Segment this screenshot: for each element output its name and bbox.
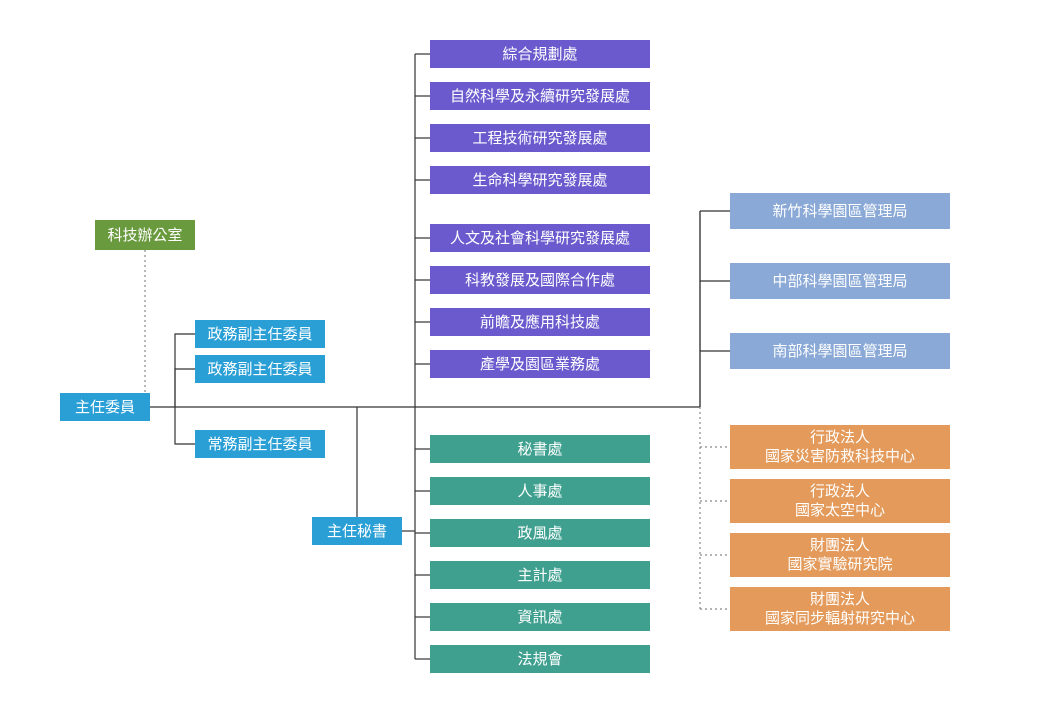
- node-label: 科教發展及國際合作處: [465, 271, 615, 290]
- node-o3: 財團法人 國家實驗研究院: [730, 533, 950, 577]
- node-p2: 自然科學及永續研究發展處: [430, 82, 650, 110]
- node-label: 中部科學園區管理局: [772, 272, 907, 291]
- node-o4: 財團法人 國家同步輻射研究中心: [730, 587, 950, 631]
- node-p8: 產學及園區業務處: [430, 350, 650, 378]
- node-dep_pol_1: 政務副主任委員: [195, 320, 325, 348]
- node-tech_office: 科技辦公室: [95, 220, 195, 250]
- node-label: 自然科學及永續研究發展處: [450, 87, 630, 106]
- node-park3: 南部科學園區管理局: [730, 333, 950, 369]
- org-chart: 科技辦公室主任委員 政務副主任委員政務副主任委員常務副主任委員主任秘書 綜合規劃處自…: [0, 0, 1040, 720]
- node-o1: 行政法人 國家災害防救科技中心: [730, 425, 950, 469]
- node-label: 科技辦公室: [107, 226, 182, 245]
- node-o2: 行政法人 國家太空中心: [730, 479, 950, 523]
- node-park1: 新竹科學園區管理局: [730, 193, 950, 229]
- node-label: 新竹科學園區管理局: [772, 202, 907, 221]
- node-label: 主任委員: [75, 398, 135, 417]
- node-p6: 科教發展及國際合作處: [430, 266, 650, 294]
- node-dep_adm: 常務副主任委員: [195, 430, 325, 458]
- node-minister: 主任委員: [60, 393, 150, 421]
- node-label: 產學及園區業務處: [480, 355, 600, 374]
- node-label: 人文及社會科學研究發展處: [450, 229, 630, 248]
- node-label: 法規會: [517, 650, 562, 669]
- node-label: 前瞻及應用科技處: [480, 313, 600, 332]
- node-label: 常務副主任委員: [207, 435, 312, 454]
- node-t4: 主計處: [430, 561, 650, 589]
- node-label: 政務副主任委員: [207, 360, 312, 379]
- node-t1: 秘書處: [430, 435, 650, 463]
- node-label: 財團法人 國家實驗研究院: [787, 536, 892, 574]
- node-p4: 生命科學研究發展處: [430, 166, 650, 194]
- node-label: 政務副主任委員: [207, 325, 312, 344]
- node-label: 主計處: [517, 566, 562, 585]
- node-p7: 前瞻及應用科技處: [430, 308, 650, 336]
- node-t3: 政風處: [430, 519, 650, 547]
- node-label: 行政法人 國家災害防救科技中心: [765, 428, 915, 466]
- node-label: 行政法人 國家太空中心: [795, 482, 885, 520]
- node-t6: 法規會: [430, 645, 650, 673]
- node-chief_sec: 主任秘書: [312, 517, 402, 545]
- node-label: 政風處: [517, 524, 562, 543]
- node-p1: 綜合規劃處: [430, 40, 650, 68]
- node-label: 資訊處: [517, 608, 562, 627]
- node-t2: 人事處: [430, 477, 650, 505]
- node-t5: 資訊處: [430, 603, 650, 631]
- node-label: 工程技術研究發展處: [472, 129, 607, 148]
- node-label: 主任秘書: [327, 522, 387, 541]
- node-label: 南部科學園區管理局: [772, 342, 907, 361]
- node-label: 人事處: [517, 482, 562, 501]
- node-label: 秘書處: [517, 440, 562, 459]
- node-label: 生命科學研究發展處: [472, 171, 607, 190]
- node-p5: 人文及社會科學研究發展處: [430, 224, 650, 252]
- node-p3: 工程技術研究發展處: [430, 124, 650, 152]
- node-park2: 中部科學園區管理局: [730, 263, 950, 299]
- node-dep_pol_2: 政務副主任委員: [195, 355, 325, 383]
- node-label: 綜合規劃處: [502, 45, 577, 64]
- node-label: 財團法人 國家同步輻射研究中心: [765, 590, 915, 628]
